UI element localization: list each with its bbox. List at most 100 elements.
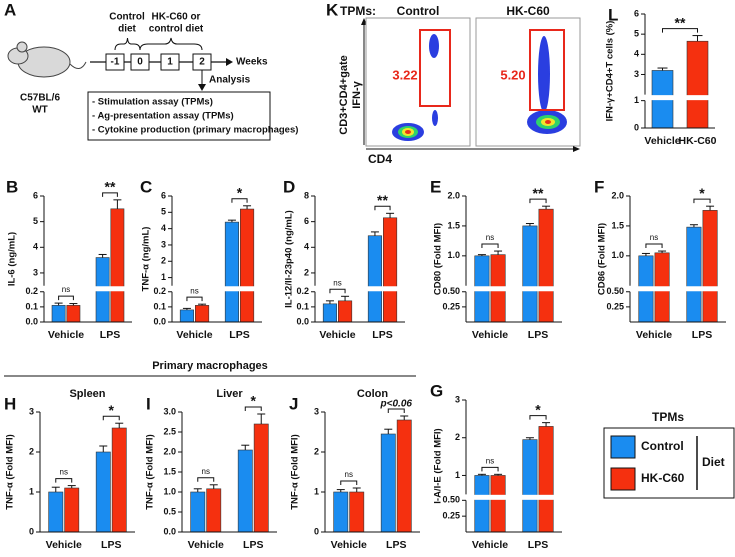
x-axis-label: CD4 <box>368 152 392 166</box>
timeline-arrow <box>226 58 233 66</box>
significance-bracket <box>481 466 499 472</box>
y-tick-label: 0.2 <box>296 286 309 296</box>
y-axis-label: TNF-α (Fold MFI) <box>5 434 16 509</box>
y-tick-label: 0.5 <box>163 506 176 516</box>
significance-label: * <box>699 185 705 201</box>
panel-label: B <box>6 177 18 196</box>
panel-a: A C57BL/6 WT Weeks Control diet HK-C60 o… <box>4 0 298 141</box>
legend-label: HK-C60 <box>641 471 685 485</box>
significance-bracket <box>102 415 120 421</box>
group-header: Primary macrophages <box>152 360 268 372</box>
bar <box>538 426 554 533</box>
y-tick-label: 3 <box>161 239 166 249</box>
y-tick-label: 1.0 <box>611 250 624 260</box>
significance-label: ns <box>60 468 68 477</box>
assay-item: - Stimulation assay (TPMs) <box>92 97 213 108</box>
legend-swatch <box>610 435 636 459</box>
axis-break <box>170 286 266 292</box>
x-tick-label: Vehicle <box>188 539 224 551</box>
significance-label: ns <box>190 286 198 295</box>
y-tick-label: 0.1 <box>25 301 38 311</box>
mouse-ear <box>16 41 28 53</box>
significance-bracket <box>529 415 547 420</box>
y-tick-label: 1.5 <box>163 466 176 476</box>
y-tick-label: 0.50 <box>606 286 624 296</box>
brace <box>139 37 203 51</box>
mouse-tail <box>69 61 87 69</box>
y-tick-label: 1 <box>314 486 319 496</box>
panel-label: F <box>594 177 604 196</box>
y-tick-label: 0.25 <box>606 301 624 311</box>
y-tick-label: 6 <box>33 190 38 200</box>
y-tick-label: 0.0 <box>153 316 166 326</box>
y-tick-label: 2 <box>29 446 34 456</box>
bar <box>383 217 398 323</box>
bar <box>338 300 353 323</box>
period-label: Control <box>109 12 145 23</box>
bar <box>367 235 382 323</box>
y-tick-label: 0.50 <box>442 286 460 296</box>
y-tick-label: 3 <box>455 394 460 404</box>
y-tick-label: 0 <box>634 122 639 132</box>
bar-chart: J Colon TNF-α (Fold MFI) Vehicle LPS 0 1 2 3 ns p<… <box>289 388 420 551</box>
y-tick-label: 4 <box>304 242 309 252</box>
significance-bracket <box>693 198 711 204</box>
bar <box>240 208 255 323</box>
bar <box>686 40 709 129</box>
y-tick-label: 1.0 <box>163 486 176 496</box>
y-tick-label: 0.0 <box>163 526 176 536</box>
x-tick-label: LPS <box>692 329 712 341</box>
bar <box>224 221 239 323</box>
significance-bracket <box>645 243 663 249</box>
legend-label: Control <box>641 439 684 453</box>
bar <box>522 439 538 533</box>
chart-title: Spleen <box>69 388 105 400</box>
x-tick-label: Vehicle <box>48 329 84 341</box>
bar <box>522 225 538 323</box>
y-tick-label: 5 <box>161 207 166 217</box>
timepoint-box <box>130 53 150 71</box>
significance-label: * <box>535 401 541 417</box>
bar-chart: I Liver TNF-α (Fold MFI) Vehicle LPS 0.0 0.5 1.… <box>145 388 277 551</box>
y-axis-label: IFN-γ+CD4+T cells (%) <box>605 21 616 122</box>
bar <box>64 487 80 533</box>
period-label: control diet <box>149 24 204 35</box>
bar <box>333 491 349 533</box>
significance-bracket <box>340 480 358 485</box>
bar <box>538 208 554 323</box>
timepoint: 1 <box>167 57 173 68</box>
x-tick-label: Vehicle <box>319 329 355 341</box>
significance-label: ** <box>675 14 686 30</box>
panel-label: H <box>4 394 16 413</box>
y-tick-label: 0.50 <box>442 495 460 505</box>
bar-chart: F CD86 (Fold MFI) Vehicle LPS 0.25 0.50 1.0 1.5… <box>594 177 730 341</box>
panel-label: G <box>430 381 443 400</box>
significance-label: ns <box>333 278 341 287</box>
x-tick-label: Vehicle <box>644 135 680 147</box>
y-tick-label: 1 <box>29 486 34 496</box>
significance-label: ** <box>377 192 388 208</box>
y-tick-label: 3 <box>634 69 639 79</box>
bar <box>253 423 269 533</box>
column-label: HK-C60 <box>506 4 550 18</box>
flow-plot <box>365 17 471 147</box>
y-tick-label: 2 <box>304 267 309 277</box>
y-tick-label: 2.0 <box>447 190 460 200</box>
bar <box>195 305 210 323</box>
significance-label: ns <box>486 456 494 465</box>
y-tick-label: 1 <box>634 95 639 105</box>
y-tick-label: 2 <box>161 256 166 266</box>
y-tick-label: 4 <box>161 223 166 233</box>
y-tick-label: 1.5 <box>611 220 624 230</box>
legend-group-label: Diet <box>702 455 725 469</box>
density <box>392 34 567 141</box>
assay-box <box>87 91 271 141</box>
axis-break <box>464 286 566 292</box>
axis-break <box>313 286 409 292</box>
y-axis-label: CD86 (Fold MFI) <box>597 223 608 295</box>
x-tick-label: LPS <box>100 329 120 341</box>
significance-label: * <box>251 393 257 409</box>
timepoint-box <box>160 53 180 71</box>
x-tick-label: LPS <box>101 539 121 551</box>
